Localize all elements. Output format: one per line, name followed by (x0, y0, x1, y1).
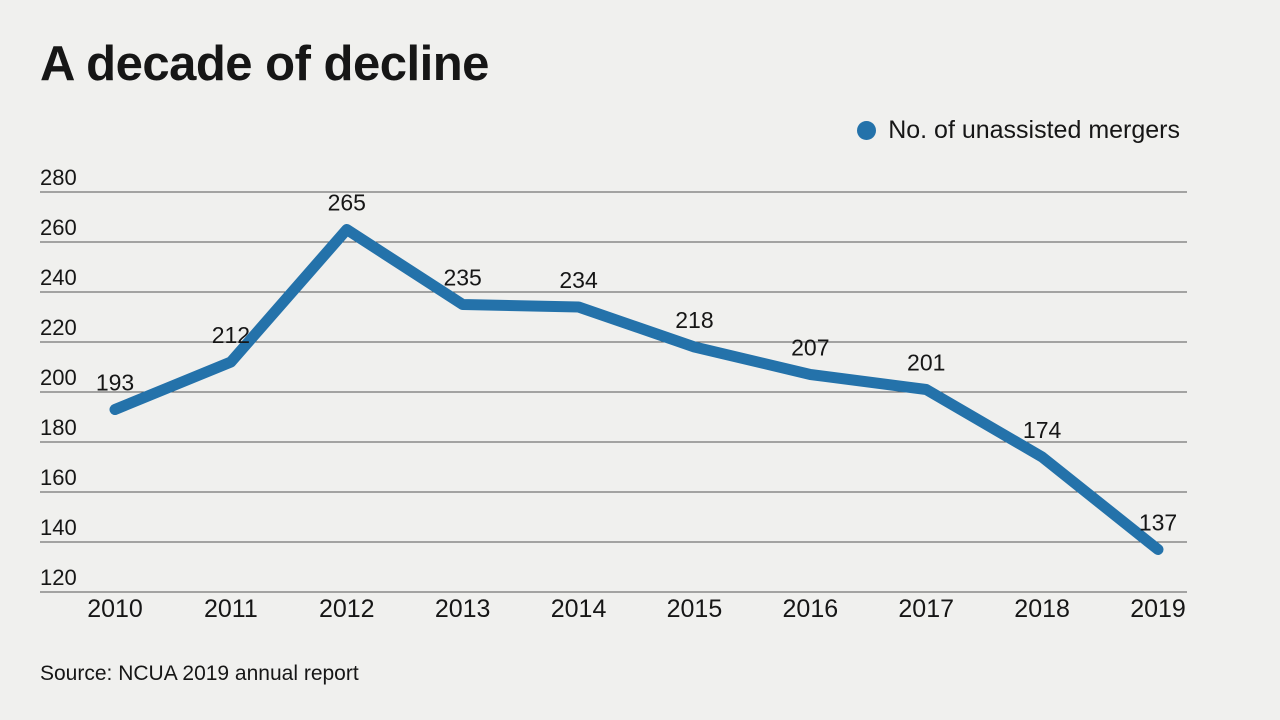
data-point-label: 207 (791, 335, 829, 361)
legend-marker-icon (857, 121, 877, 140)
data-point-label: 235 (443, 265, 481, 291)
y-tick-label: 200 (40, 365, 77, 390)
data-point-label: 212 (212, 322, 250, 348)
y-tick-label: 220 (40, 315, 77, 340)
y-tick-label: 180 (40, 415, 77, 440)
x-axis-label: 2019 (1130, 595, 1186, 623)
legend-label: No. of unassisted mergers (888, 116, 1180, 144)
x-axis-label: 2011 (204, 595, 258, 623)
x-axis-label: 2018 (1014, 595, 1070, 623)
legend: No. of unassisted mergers (857, 116, 1180, 145)
y-tick-label: 120 (40, 565, 77, 590)
x-axis-label: 2017 (898, 595, 954, 623)
chart-title: A decade of decline (40, 37, 489, 91)
y-tick-label: 140 (40, 515, 77, 540)
data-point-label: 193 (96, 370, 134, 396)
x-axis-label: 2012 (319, 595, 375, 623)
data-point-label: 201 (907, 350, 945, 376)
data-point-label: 234 (559, 267, 598, 293)
data-point-label: 137 (1139, 510, 1177, 536)
x-axis-label: 2010 (87, 595, 143, 623)
source-note: Source: NCUA 2019 annual report (40, 662, 359, 685)
data-point-label: 174 (1023, 417, 1062, 443)
x-axis-label: 2015 (667, 595, 723, 623)
y-tick-label: 160 (40, 465, 77, 490)
y-tick-label: 240 (40, 265, 77, 290)
trend-line (109, 224, 1164, 555)
y-tick-label: 260 (40, 215, 77, 240)
data-point-label: 265 (328, 190, 366, 216)
x-axis-label: 2013 (435, 595, 491, 623)
x-axis-label: 2014 (551, 595, 607, 623)
x-axis-label: 2016 (783, 595, 839, 623)
y-tick-label: 280 (40, 165, 77, 190)
data-point-label: 218 (675, 307, 713, 333)
